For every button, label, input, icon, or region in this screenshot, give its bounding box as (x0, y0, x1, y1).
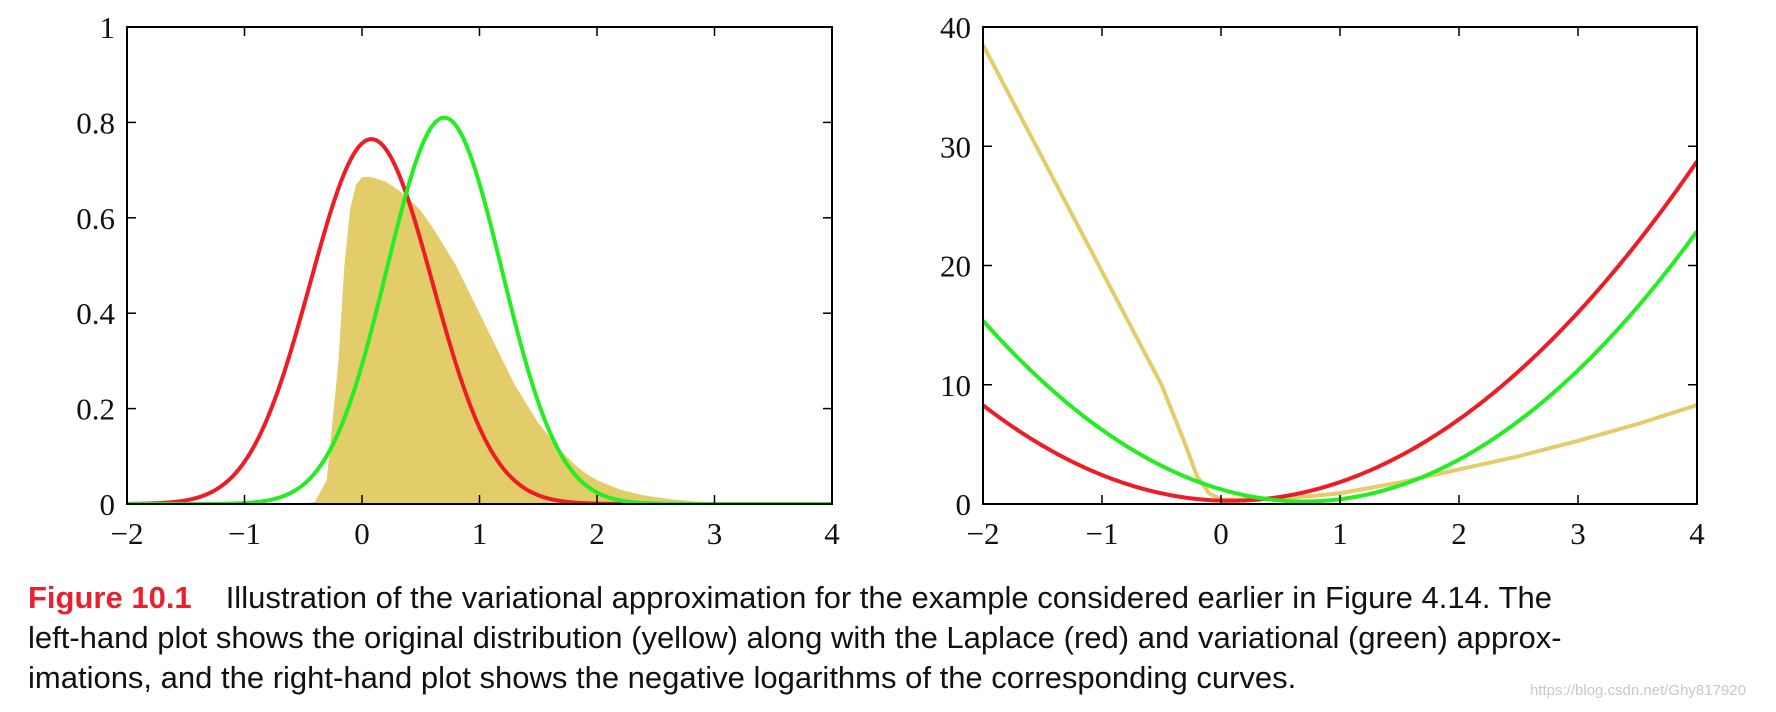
right-y-tick-label: 0 (956, 487, 972, 522)
right-red-curve (983, 160, 1697, 503)
left-red-curve (127, 137, 832, 504)
left-yellow-area (127, 176, 832, 504)
right-y-tick-label: 20 (940, 249, 971, 284)
right-x-tick-label: 0 (1213, 516, 1229, 551)
left-plot-ticks: −2 −1 0 1 2 3 4 0 0.2 0.4 0.6 0.8 1 (76, 10, 840, 551)
left-y-tick-label: 0.8 (76, 105, 115, 140)
right-x-tick-label: 2 (1451, 516, 1467, 551)
left-x-tick-label: 1 (472, 516, 488, 551)
caption-line-2: left-hand plot shows the original distri… (28, 620, 1562, 655)
caption-line-1: Figure 10.1 Illustration of the variation… (28, 578, 1748, 618)
right-green-curve (983, 230, 1697, 504)
left-plot-panel: −2 −1 0 1 2 3 4 0 0.2 0.4 0.6 0.8 1 (76, 10, 840, 551)
left-x-tick-label: 3 (707, 516, 723, 551)
left-x-tick-label: 4 (824, 516, 840, 551)
right-x-tick-label: −1 (1086, 516, 1119, 551)
figure-caption: Figure 10.1 Illustration of the variation… (28, 578, 1748, 698)
left-y-tick-label: 0.4 (76, 296, 115, 331)
left-x-tick-label: −2 (111, 516, 144, 551)
right-plot-curves (983, 43, 1697, 504)
right-plot-frame (982, 26, 1698, 505)
right-yellow-curve (983, 43, 1697, 502)
left-y-tick-label: 0 (100, 487, 116, 522)
right-x-tick-label: −2 (967, 516, 1000, 551)
left-x-tick-label: 2 (589, 516, 605, 551)
watermark: https://blog.csdn.net/Ghy817920 (1530, 682, 1746, 699)
right-y-tick-label: 30 (940, 129, 971, 164)
right-x-tick-label: 1 (1332, 516, 1348, 551)
left-y-tick-label: 1 (100, 10, 116, 45)
left-plot-curves (127, 115, 832, 504)
right-x-tick-label: 3 (1570, 516, 1586, 551)
caption-line-3: imations, and the right-hand plot shows … (28, 660, 1297, 695)
right-y-tick-label: 10 (940, 368, 971, 403)
left-x-tick-label: −1 (228, 516, 261, 551)
right-y-tick-label: 40 (940, 10, 971, 45)
left-y-tick-label: 0.2 (76, 392, 115, 427)
left-y-tick-label: 0.6 (76, 201, 115, 236)
figure-label: Figure 10.1 (28, 580, 192, 615)
caption-text-1: Illustration of the variational approxim… (225, 580, 1552, 615)
right-x-tick-label: 4 (1689, 516, 1705, 551)
left-x-tick-label: 0 (354, 516, 370, 551)
